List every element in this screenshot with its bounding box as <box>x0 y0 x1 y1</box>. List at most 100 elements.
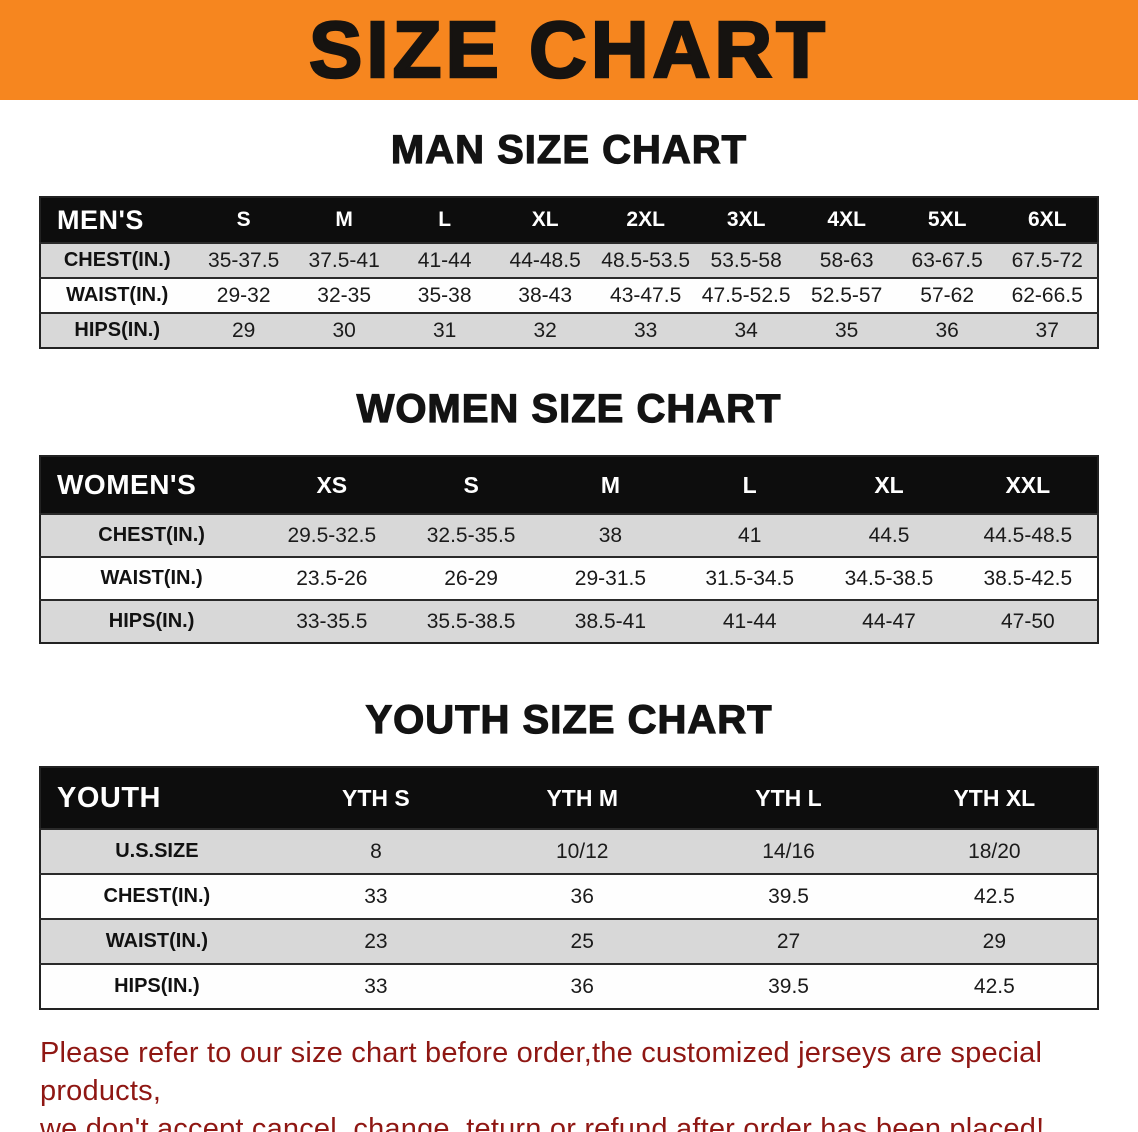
footer-note: Please refer to our size chart before or… <box>40 1034 1098 1132</box>
size-column-header: YTH M <box>479 767 686 829</box>
size-column-header: S <box>193 197 294 243</box>
size-value: 31.5-34.5 <box>705 566 795 590</box>
size-column-header: XL <box>494 197 596 243</box>
size-value: 18/20 <box>968 839 1021 863</box>
size-column-header: 4XL <box>796 197 897 243</box>
header-row: YOUTH YTH S YTH M YTH L YTH XL <box>40 767 1098 829</box>
size-column-header: XXL <box>958 456 1098 514</box>
size-value: 23 <box>364 929 388 953</box>
size-column-header: M <box>540 456 681 514</box>
size-column-header: L <box>394 197 495 243</box>
measurement-label: U.S.SIZE <box>115 840 199 862</box>
measurement-label: WAIST(IN.) <box>66 284 169 306</box>
banner: SIZE CHART <box>0 0 1138 100</box>
size-column-header: XL <box>819 456 959 514</box>
size-value: 39.5 <box>768 974 809 998</box>
size-value: 44.5 <box>868 523 910 547</box>
size-value: 23.5-26 <box>296 566 368 590</box>
measurement-label: HIPS(IN.) <box>74 319 160 341</box>
measurement-row: WAIST(IN.) 29-32 32-35 35-38 38-43 43-47.5 47.… <box>40 278 1098 313</box>
table-corner-label: WOMEN'S <box>40 456 263 514</box>
size-value: 34.5-38.5 <box>844 566 934 590</box>
size-value: 35.5-38.5 <box>426 609 516 633</box>
size-value: 67.5-72 <box>1011 248 1083 272</box>
size-value: 44-48.5 <box>509 248 581 272</box>
size-column-header: 6XL <box>997 197 1098 243</box>
size-value: 42.5 <box>973 884 1015 908</box>
note-line-1: Please refer to our size chart before or… <box>40 1037 1043 1107</box>
size-column-header: XS <box>262 456 402 514</box>
size-value: 58-63 <box>819 248 874 272</box>
header-row: WOMEN'S XS S M L XL XXL <box>40 456 1098 514</box>
size-value: 48.5-53.5 <box>601 248 691 272</box>
measurement-label: HIPS(IN.) <box>108 610 195 632</box>
size-value: 32-35 <box>317 283 372 307</box>
size-value: 47-50 <box>1000 609 1055 633</box>
size-value: 43-47.5 <box>610 283 682 307</box>
size-value: 36 <box>570 884 594 908</box>
size-value: 62-66.5 <box>1011 283 1083 307</box>
page-title: SIZE CHART <box>308 5 829 94</box>
women-size-section: WOMEN SIZE CHART WOMEN'S XS S M L XL XXL CHEST(… <box>0 385 1138 644</box>
size-column-header: 3XL <box>695 197 797 243</box>
size-value: 57-62 <box>920 283 975 307</box>
size-value: 63-67.5 <box>911 248 983 272</box>
size-value: 29.5-32.5 <box>287 523 377 547</box>
measurement-row: HIPS(IN.) 33 36 39.5 42.5 <box>40 964 1098 1009</box>
size-column-header: 2XL <box>595 197 696 243</box>
size-value: 41 <box>738 523 762 547</box>
size-value: 32.5-35.5 <box>426 523 516 547</box>
measurement-label: CHEST(IN.) <box>63 249 171 271</box>
women-section-title: WOMEN SIZE CHART <box>356 386 782 431</box>
size-value: 35-38 <box>417 283 472 307</box>
measurement-row: WAIST(IN.) 23.5-26 26-29 29-31.5 31.5-34.5 34… <box>40 557 1098 600</box>
size-value: 26-29 <box>444 566 498 590</box>
size-value: 25 <box>570 929 594 953</box>
measurement-label: CHEST(IN.) <box>103 885 211 907</box>
size-value: 31 <box>432 318 457 342</box>
size-column-header: YTH L <box>685 767 892 829</box>
size-value: 41-44 <box>722 609 777 633</box>
men-size-section: MAN SIZE CHART MEN'S S M L XL 2XL 3XL 4XL 5XL 6XL… <box>0 126 1138 349</box>
size-value: 37.5-41 <box>308 248 380 272</box>
size-value: 29 <box>982 929 1007 953</box>
youth-size-section: YOUTH SIZE CHART YOUTH YTH S YTH M YTH L YTH… <box>0 696 1138 1010</box>
size-value: 33 <box>364 884 388 908</box>
measurement-row: CHEST(IN.) 33 36 39.5 42.5 <box>40 874 1098 919</box>
youth-size-table: YOUTH YTH S YTH M YTH L YTH XL U.S.SIZE 8 10/12… <box>39 766 1099 1010</box>
measurement-row: HIPS(IN.) 33-35.5 35.5-38.5 38.5-41 41-44 44-… <box>40 600 1098 643</box>
measurement-label: WAIST(IN.) <box>105 930 208 952</box>
measurement-row: HIPS(IN.) 29 30 31 32 33 34 35 36 37 <box>40 313 1098 348</box>
size-value: 33-35.5 <box>296 609 368 633</box>
size-value: 30 <box>332 318 356 342</box>
measurement-label: CHEST(IN.) <box>98 524 205 546</box>
size-value: 42.5 <box>973 974 1015 998</box>
size-value: 35 <box>834 318 859 342</box>
men-section-title: MAN SIZE CHART <box>390 127 748 172</box>
header-row: MEN'S S M L XL 2XL 3XL 4XL 5XL 6XL <box>40 197 1098 243</box>
size-value: 38-43 <box>518 283 573 307</box>
size-column-header: YTH XL <box>891 767 1098 829</box>
size-value: 44-47 <box>862 609 916 633</box>
size-value: 39.5 <box>768 884 809 908</box>
size-value: 41-44 <box>417 248 472 272</box>
size-column-header: S <box>401 456 541 514</box>
youth-section-title: YOUTH SIZE CHART <box>365 697 773 742</box>
size-value: 38.5-41 <box>574 609 647 633</box>
size-value: 44.5-48.5 <box>983 523 1073 547</box>
size-value: 33 <box>364 974 388 998</box>
size-value: 8 <box>370 839 382 863</box>
size-column-header: YTH S <box>272 767 480 829</box>
women-size-table: WOMEN'S XS S M L XL XXL CHEST(IN.) 29.5-32.5 32.5… <box>39 455 1099 644</box>
table-corner-label: YOUTH <box>40 767 273 829</box>
measurement-row: U.S.SIZE 8 10/12 14/16 18/20 <box>40 829 1098 874</box>
size-value: 38 <box>598 523 623 547</box>
size-value: 35-37.5 <box>208 248 280 272</box>
size-value: 37 <box>1035 318 1059 342</box>
measurement-row: CHEST(IN.) 35-37.5 37.5-41 41-44 44-48.5 48.5… <box>40 243 1098 278</box>
size-value: 14/16 <box>762 839 815 863</box>
size-column-header: L <box>680 456 820 514</box>
size-value: 29 <box>231 318 256 342</box>
measurement-row: WAIST(IN.) 23 25 27 29 <box>40 919 1098 964</box>
